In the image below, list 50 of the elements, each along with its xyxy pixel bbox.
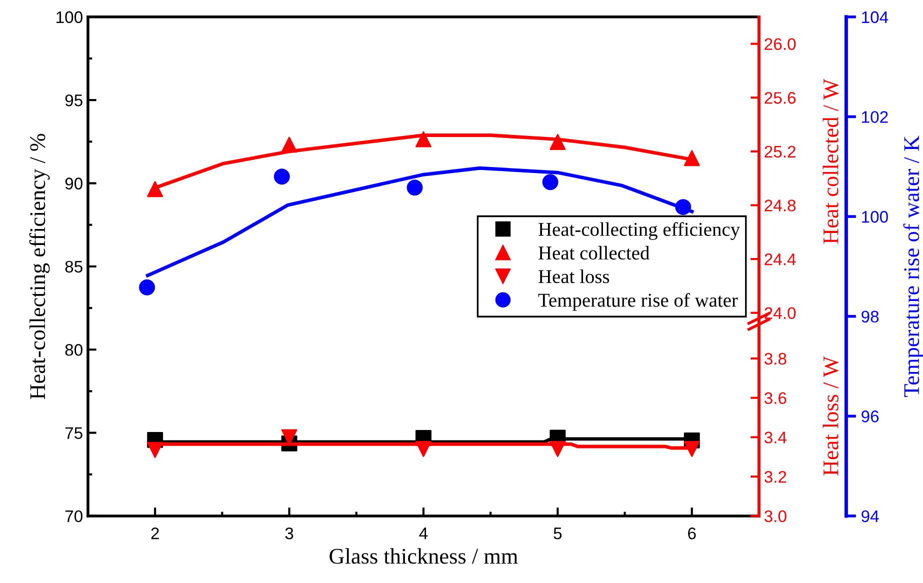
point <box>684 441 700 457</box>
y3-tick-label: 98 <box>862 310 879 323</box>
y2-tick-label: 26.0 <box>764 38 796 50</box>
y-tick-label: 90 <box>65 178 82 190</box>
y3-tick-label: 102 <box>862 111 888 123</box>
y3-tick-label: 94 <box>862 510 879 522</box>
y2-axis-title: Heat collected / W <box>822 78 838 244</box>
y-tick-label: 3.4 <box>764 432 787 444</box>
point <box>675 199 692 216</box>
y2-tick-label: 24.8 <box>764 200 796 212</box>
x-tick-label: 3 <box>285 528 294 540</box>
legend-label: Heat collected <box>538 246 650 260</box>
y2-tick-label: 25.2 <box>764 146 796 158</box>
point <box>281 136 298 153</box>
point <box>550 134 566 150</box>
y-tick-label: 3.6 <box>764 392 786 404</box>
x-tick-label: 5 <box>554 528 562 540</box>
legend-label: Heat-collecting efficiency <box>538 222 740 240</box>
y2-tick-label: 25.6 <box>764 92 796 104</box>
point <box>684 150 700 166</box>
x-tick-label: 2 <box>151 528 159 540</box>
point <box>147 442 164 458</box>
y-tick-label: 70 <box>65 510 82 522</box>
y-tick-label: 3.2 <box>764 470 786 483</box>
y-tick-label: 100 <box>56 11 82 24</box>
point <box>415 441 432 457</box>
y-tick-label: 85 <box>65 260 82 273</box>
y-tick-label: 80 <box>65 344 82 356</box>
y-axis-title: Heat loss / W <box>822 356 838 476</box>
y3-tick-label: 104 <box>862 11 888 24</box>
y3-tick-label: 96 <box>862 410 879 422</box>
point <box>139 279 155 296</box>
y3-tick-label: 100 <box>862 210 888 223</box>
point <box>147 181 164 198</box>
x-tick-label: 4 <box>419 528 428 540</box>
x-axis-title: Glass thickness / mm <box>330 548 518 564</box>
text: Heat loss <box>538 269 610 284</box>
y-tick-label: 95 <box>65 94 82 106</box>
x-tick-label: 6 <box>688 528 696 540</box>
y-tick-label: 3.0 <box>764 510 786 522</box>
point <box>542 174 558 190</box>
point <box>274 168 290 185</box>
point <box>406 180 423 196</box>
y-tick-label: 75 <box>65 427 82 439</box>
point <box>550 441 566 457</box>
y-tick-label: 3.8 <box>764 352 786 365</box>
y2-tick-label: 24.4 <box>764 253 796 266</box>
legend-label: Temperature rise of water <box>538 292 738 311</box>
point <box>415 131 432 148</box>
y-axis-title: Heat-collecting efficiency / % <box>29 134 50 400</box>
